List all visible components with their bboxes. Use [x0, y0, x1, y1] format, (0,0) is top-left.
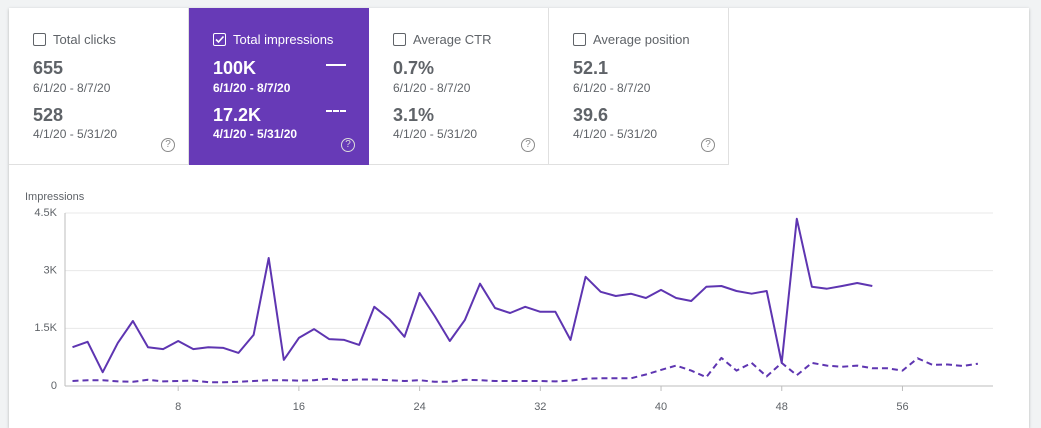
- metric-card[interactable]: Total impressions 100K 6/1/20 - 8/7/20 17.2…: [189, 8, 369, 165]
- previous-value: 17.2K: [213, 105, 262, 125]
- previous-range: 4/1/20 - 5/31/20: [33, 127, 118, 141]
- series-line: [72, 356, 979, 384]
- current-range: 6/1/20 - 8/7/20: [213, 81, 291, 95]
- card-title: Total impressions: [233, 32, 334, 47]
- help-icon: ?: [521, 138, 535, 152]
- page: {"cards": [ {"title": "Total clicks", "c…: [9, 8, 1029, 428]
- card-title: Average CTR: [413, 32, 492, 47]
- help-icon: ?: [701, 138, 715, 152]
- y-tick-label: 4.5K: [34, 207, 57, 219]
- previous-range: 4/1/20 - 5/31/20: [213, 127, 298, 141]
- y-axis-label: Impressions: [25, 191, 85, 203]
- previous-range: 4/1/20 - 5/31/20: [573, 127, 658, 141]
- series-line: [72, 217, 873, 374]
- x-tick-label: 32: [534, 401, 546, 411]
- current-range: 6/1/20 - 8/7/20: [393, 81, 471, 95]
- legend-solid: [326, 64, 346, 66]
- previous-value: 3.1%: [393, 105, 435, 125]
- chart: Impressions 0 1.5K 3K 4.5K 8 16 24 32 40 48 56: [25, 191, 993, 411]
- previous-range: 4/1/20 - 5/31/20: [393, 127, 478, 141]
- y-tick-label: 3K: [44, 265, 58, 277]
- x-tick-label: 8: [175, 401, 181, 411]
- x-tick-label: 24: [413, 401, 425, 411]
- help-icon: ?: [161, 138, 175, 152]
- check-mark: [215, 35, 225, 44]
- current-value: 100K: [213, 58, 257, 78]
- legend-dashed: [326, 110, 346, 112]
- card-title: Total clicks: [53, 32, 116, 47]
- x-tick-label: 16: [293, 401, 305, 411]
- x-tick-label: 48: [776, 401, 788, 411]
- card-title: Average position: [593, 32, 690, 47]
- checkbox[interactable]: [393, 33, 406, 46]
- previous-value: 528: [33, 105, 64, 125]
- current-range: 6/1/20 - 8/7/20: [33, 81, 111, 95]
- current-range: 6/1/20 - 8/7/20: [573, 81, 651, 95]
- current-value: 655: [33, 58, 64, 78]
- x-tick-label: 56: [896, 401, 908, 411]
- metric-card[interactable]: Average position 52.1 6/1/20 - 8/7/20 39.6 4…: [549, 8, 729, 165]
- current-value: 0.7%: [393, 58, 435, 78]
- help-icon: ?: [341, 138, 355, 152]
- metric-card[interactable]: Average CTR 0.7% 6/1/20 - 8/7/20 3.1% 4/1/20…: [369, 8, 549, 165]
- metric-card[interactable]: Total clicks 655 6/1/20 - 8/7/20 528 4/1/20 …: [9, 8, 189, 165]
- y-tick-label: 1.5K: [34, 322, 57, 334]
- checkbox[interactable]: [213, 33, 226, 46]
- panel: [9, 8, 1029, 428]
- checkbox[interactable]: [573, 33, 586, 46]
- x-tick-label: 40: [655, 401, 667, 411]
- checkbox[interactable]: [33, 33, 46, 46]
- current-value: 52.1: [573, 58, 609, 78]
- previous-value: 39.6: [573, 105, 609, 125]
- y-tick-label: 0: [51, 380, 57, 392]
